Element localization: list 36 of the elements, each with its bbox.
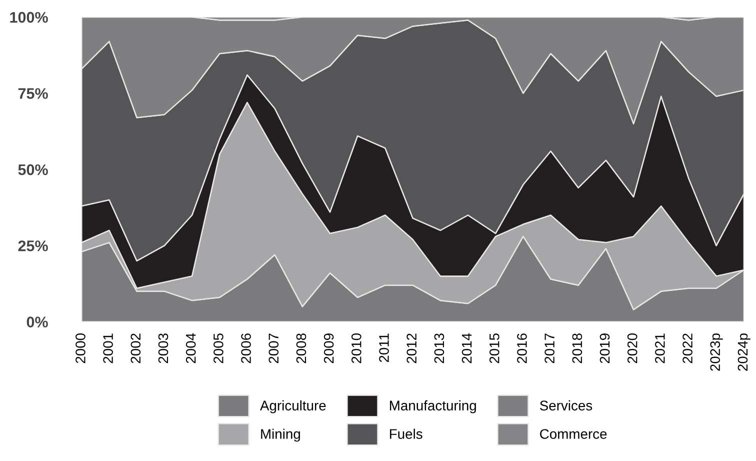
- x-tick-label: 2003: [158, 333, 168, 364]
- x-tick-label: 2007: [268, 334, 279, 364]
- x-tick-label: 2006: [241, 333, 251, 364]
- x-tick-label: 2011: [379, 334, 389, 362]
- x-tick-label: 2023p: [710, 333, 723, 371]
- legend-label: Mining: [261, 428, 300, 442]
- x-tick-label: 2009: [324, 334, 334, 364]
- x-tick-label: 2022: [682, 334, 692, 364]
- x-tick-label: 2016: [517, 333, 527, 364]
- x-tick-label: 2004: [186, 333, 196, 364]
- x-tick-label: 2017: [544, 334, 554, 364]
- x-tick-label: 2015: [489, 333, 500, 364]
- legend-label: Services: [540, 400, 592, 410]
- x-tick-label: 2018: [572, 333, 582, 364]
- y-tick-label: 0%: [26, 316, 48, 328]
- x-tick-label: 2010: [351, 333, 362, 364]
- y-tick-label: 25%: [18, 240, 48, 252]
- x-tick-label: 2012: [406, 334, 417, 364]
- legend-label: Agriculture: [260, 400, 326, 414]
- x-tick-label: 2019: [600, 334, 610, 364]
- legend-label: Manufacturing: [390, 400, 476, 414]
- x-tick-label: 2020: [627, 333, 638, 364]
- y-tick-label: 100%: [10, 12, 48, 23]
- x-tick-label: 2021: [655, 334, 665, 364]
- x-tick-label: 2000: [76, 333, 86, 364]
- x-tick-label: 2005: [214, 333, 224, 364]
- x-tick-label: 2008: [296, 333, 306, 364]
- x-tick-label: 2014: [462, 333, 472, 364]
- legend-label: Commerce: [540, 429, 607, 439]
- x-tick-label: 2013: [434, 333, 444, 364]
- x-tick-label: 2024p: [738, 333, 750, 371]
- legend-label: Fuels: [390, 428, 422, 439]
- y-tick-label: 75%: [18, 88, 48, 99]
- x-tick-label: 2002: [130, 334, 141, 364]
- x-tick-label: 2001: [103, 334, 113, 364]
- y-tick-label: 50%: [18, 164, 48, 176]
